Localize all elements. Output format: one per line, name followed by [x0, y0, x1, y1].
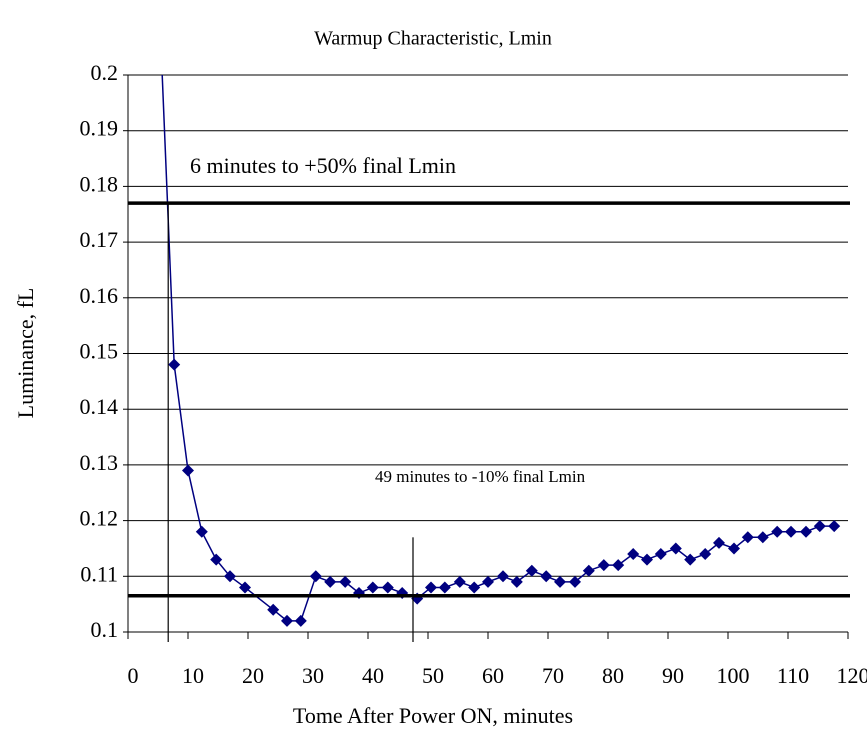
- annotation: 49 minutes to -10% final Lmin: [375, 467, 586, 486]
- data-point: [309, 570, 322, 583]
- data-point: [597, 559, 610, 572]
- data-point: [641, 553, 653, 566]
- data-point: [425, 581, 437, 594]
- data-point: [168, 358, 181, 371]
- data-point: [482, 575, 494, 588]
- y-tick-label: 0.14: [80, 394, 119, 419]
- data-point: [224, 570, 236, 583]
- data-point: [366, 581, 379, 594]
- data-point: [182, 464, 194, 477]
- y-axis-label: Luminance, fL: [13, 288, 38, 419]
- data-point: [669, 542, 682, 555]
- plot: [161, 75, 841, 627]
- x-tick-label: 20: [242, 663, 264, 688]
- data-point: [582, 564, 595, 577]
- annotation: 6 minutes to +50% final Lmin: [190, 153, 456, 178]
- x-tick-label: 60: [482, 663, 504, 688]
- data-point: [828, 520, 841, 533]
- data-point: [699, 548, 712, 561]
- data-point: [453, 575, 466, 588]
- data-point: [800, 525, 812, 538]
- data-point: [210, 553, 223, 566]
- data-point: [525, 564, 538, 577]
- data-point: [554, 575, 566, 588]
- x-tick-label: 30: [302, 663, 324, 688]
- x-tick-label: 80: [602, 663, 624, 688]
- y-tick-label: 0.19: [80, 116, 119, 141]
- data-point: [612, 559, 625, 572]
- y-tick-label: 0.18: [80, 171, 119, 196]
- y-tick-label: 0.12: [80, 506, 119, 531]
- data-point: [281, 614, 293, 627]
- y-tick-label: 0.13: [80, 450, 119, 475]
- data-point: [654, 548, 667, 561]
- y-tick-label: 0.11: [80, 561, 118, 586]
- data-point: [728, 542, 740, 555]
- data-point: [267, 603, 280, 616]
- x-tick-label: 40: [362, 663, 384, 688]
- chart-title: Warmup Characteristic, Lmin: [314, 28, 552, 50]
- data-point: [741, 531, 754, 544]
- y-tick-label: 0.15: [80, 339, 119, 364]
- data-point: [339, 575, 352, 588]
- y-tick-label: 0.17: [80, 227, 119, 252]
- data-point: [540, 570, 553, 583]
- data-point: [713, 536, 725, 549]
- x-tick-label: 100: [717, 663, 750, 688]
- x-axis-label: Tome After Power ON, minutes: [293, 703, 573, 728]
- data-point: [468, 581, 481, 594]
- x-tick-label: 0: [128, 663, 139, 688]
- data-point: [195, 525, 208, 538]
- x-tick-label: 50: [422, 663, 444, 688]
- y-tick-label: 0.1: [91, 617, 119, 642]
- data-point: [239, 581, 251, 594]
- data-point: [510, 575, 523, 588]
- data-point: [785, 525, 797, 538]
- data-point: [294, 614, 307, 627]
- data-point: [756, 531, 769, 544]
- data-point: [381, 581, 394, 594]
- y-tick-label: 0.16: [80, 283, 119, 308]
- x-tick-label: 70: [542, 663, 564, 688]
- data-point: [324, 575, 337, 588]
- data-point: [813, 520, 826, 533]
- data-point: [627, 548, 640, 561]
- x-tick-label: 110: [777, 663, 809, 688]
- x-tick-label: 90: [662, 663, 684, 688]
- data-point: [438, 581, 451, 594]
- x-tick-label: 10: [182, 663, 204, 688]
- y-tick-label: 0.2: [91, 60, 119, 85]
- data-point: [771, 525, 784, 538]
- x-tick-label: 120: [837, 663, 867, 688]
- data-point: [569, 575, 581, 588]
- data-point: [684, 553, 697, 566]
- data-point: [497, 570, 509, 583]
